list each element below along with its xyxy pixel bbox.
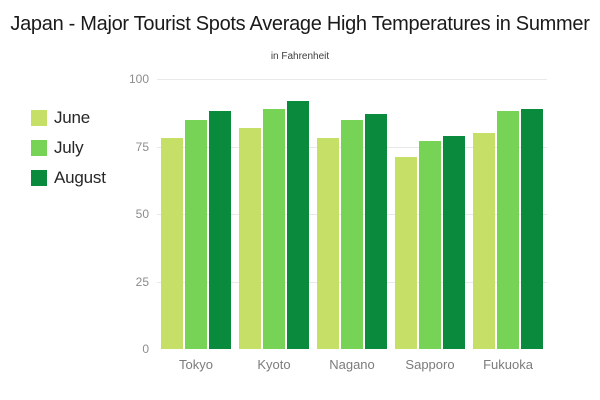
legend-item-august: August: [31, 163, 106, 193]
legend-swatch-august: [31, 170, 47, 186]
legend-item-june: June: [31, 103, 106, 133]
bar-june-nagano: [317, 138, 339, 349]
bar-august-sapporo: [443, 135, 465, 349]
legend: June July August: [31, 103, 106, 193]
bar-august-fukuoka: [521, 108, 543, 349]
bar-group-fukuoka: [469, 108, 547, 349]
bar-june-sapporo: [395, 157, 417, 349]
plot-area: 0 25 50 75 100 Tokyo Kyoto Nagano Sapporo Fukuoka: [129, 72, 547, 372]
bar-july-kyoto: [263, 108, 285, 349]
bar-group-kyoto: [235, 100, 313, 349]
x-axis-category-label: Nagano: [329, 357, 375, 372]
bar-august-kyoto: [287, 100, 309, 349]
y-axis-tick-label: 100: [128, 72, 149, 86]
legend-label: August: [54, 168, 106, 187]
bar-june-fukuoka: [473, 133, 495, 349]
bar-august-nagano: [365, 114, 387, 349]
bar-june-tokyo: [161, 138, 183, 349]
bar-august-tokyo: [209, 111, 231, 349]
bar-group-sapporo: [391, 135, 469, 349]
x-axis-category-label: Kyoto: [257, 357, 291, 372]
bar-july-fukuoka: [497, 111, 519, 349]
bar-group-tokyo: [157, 111, 235, 349]
legend-label: July: [54, 138, 84, 157]
legend-swatch-july: [31, 140, 47, 156]
x-axis-category-label: Tokyo: [179, 357, 213, 372]
bar-group-nagano: [313, 114, 391, 349]
legend-item-july: July: [31, 133, 106, 163]
chart-subtitle: in Fahrenheit: [270, 51, 330, 62]
legend-label: June: [54, 108, 91, 127]
bar-july-nagano: [341, 119, 363, 349]
y-axis-tick-label: 25: [135, 274, 149, 289]
gridline: [157, 79, 547, 80]
bar-july-sapporo: [419, 141, 441, 349]
x-axis-category-label: Fukuoka: [483, 357, 533, 372]
chart-title: Japan - Major Tourist Spots Average High…: [10, 13, 590, 35]
bar-june-kyoto: [239, 127, 261, 349]
y-axis-tick-label: 50: [135, 207, 149, 221]
bar-july-tokyo: [185, 119, 207, 349]
x-axis-category-label: Sapporo: [405, 357, 455, 372]
legend-swatch-june: [31, 110, 47, 126]
y-axis-tick-label: 0: [142, 342, 149, 356]
y-axis-tick-label: 75: [135, 139, 149, 154]
